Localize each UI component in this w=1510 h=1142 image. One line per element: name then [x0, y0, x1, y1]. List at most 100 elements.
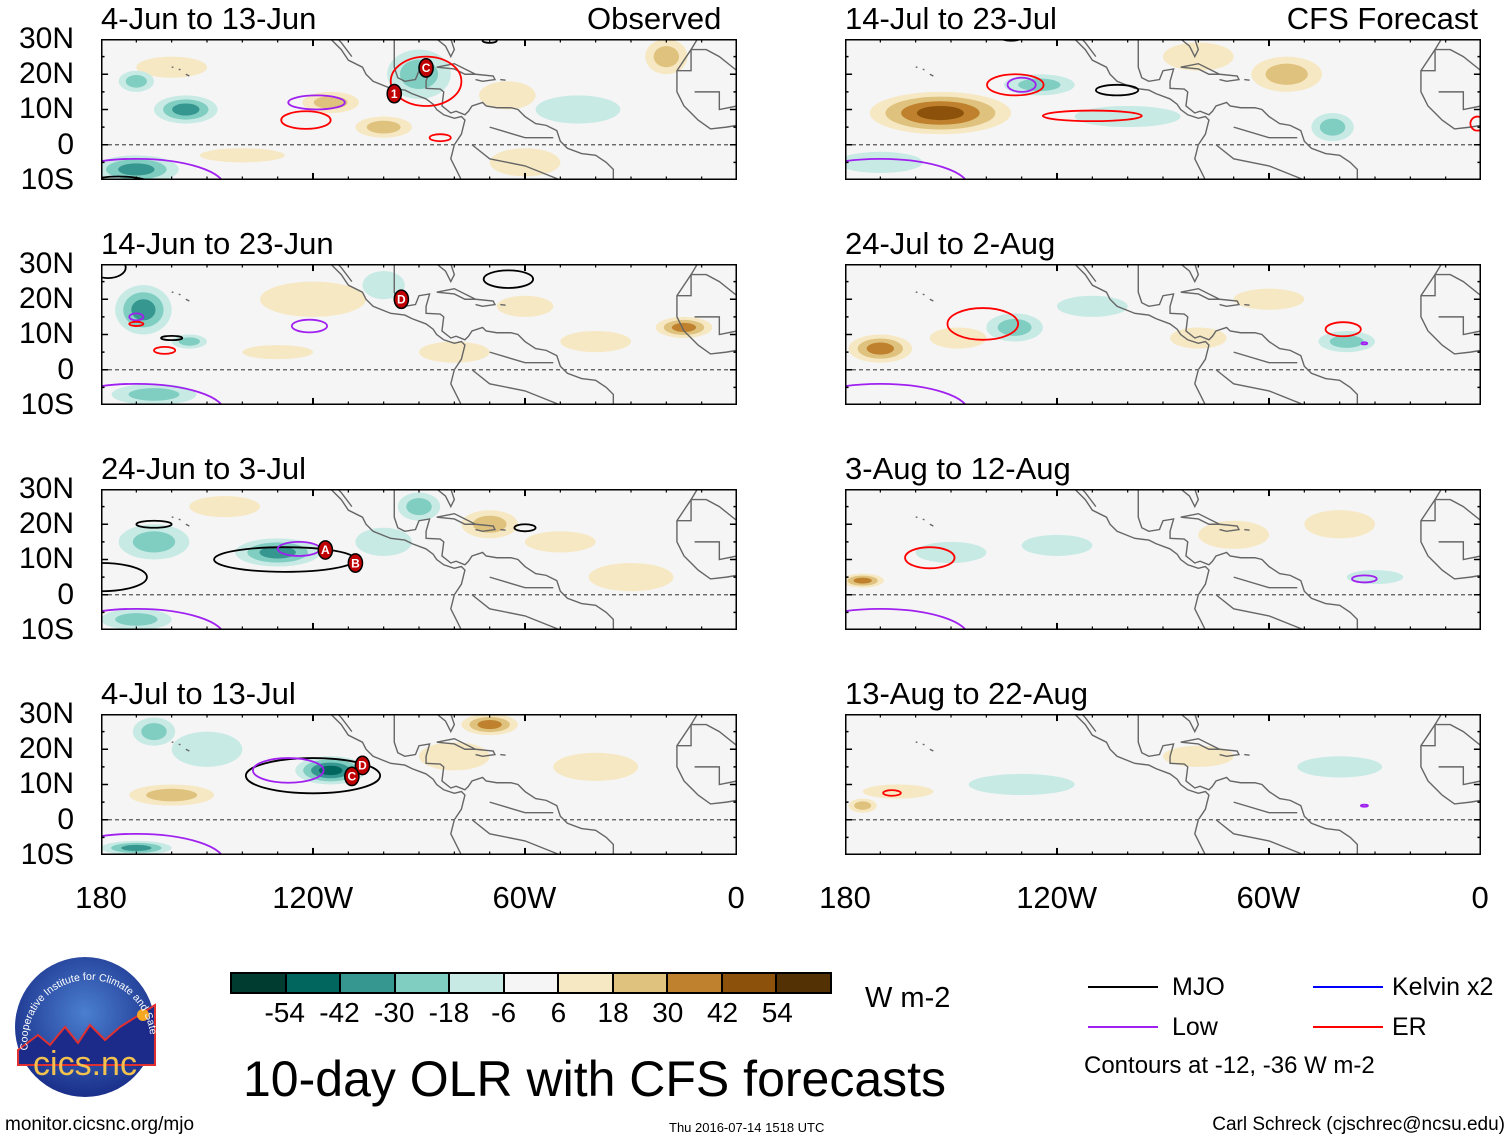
olr-anomaly-blob — [1198, 520, 1269, 549]
coastline — [1439, 767, 1481, 785]
storm-marker[interactable]: C — [419, 59, 433, 77]
latitude-label: 20N — [18, 282, 74, 316]
coastline — [476, 74, 495, 81]
coastline — [677, 489, 737, 579]
coastline — [1421, 275, 1481, 296]
coastline — [930, 524, 934, 526]
colorbar-swatch — [395, 974, 451, 992]
low-contour — [1008, 78, 1036, 92]
coastline — [500, 305, 505, 306]
coastline — [490, 127, 554, 138]
panel-title: 24-Jul to 2-Aug — [845, 226, 1056, 261]
storm-marker[interactable]: A — [318, 541, 332, 559]
olr-anomaly-blob — [929, 327, 987, 349]
low-contour — [292, 320, 327, 333]
coastline — [1220, 749, 1239, 756]
panel-title: 3-Aug to 12-Aug — [845, 451, 1071, 486]
cfs-forecast-label: CFS Forecast — [1286, 1, 1478, 36]
er-contour — [129, 322, 143, 326]
footer-timestamp: Thu 2016-07-14 1518 UTC — [669, 1120, 825, 1135]
longitude-label: 180 — [75, 880, 127, 915]
olr-anomaly-blob — [355, 527, 412, 556]
coastline — [419, 264, 454, 282]
coastline — [930, 749, 934, 751]
coastline — [677, 714, 737, 804]
colorbar-tick-label: 6 — [550, 997, 567, 1028]
coastline — [419, 714, 454, 732]
olr-anomaly-blob — [1163, 745, 1234, 767]
coastline — [324, 264, 465, 405]
coastline — [930, 74, 934, 76]
colorbar-swatch — [722, 974, 778, 992]
mjo-contour — [484, 270, 533, 288]
panel-title: 4-Jun to 13-Jun — [101, 1, 317, 36]
coastline — [1421, 50, 1481, 71]
olr-anomaly-blob — [1297, 756, 1383, 778]
panel-title: 14-Jun to 23-Jun — [101, 226, 334, 261]
mjo-contour — [483, 39, 497, 43]
coastline — [331, 714, 352, 732]
mjo-contour — [514, 524, 535, 531]
coastline — [476, 524, 495, 531]
colorbar-tick-label: -18 — [428, 997, 470, 1028]
coastline — [490, 352, 554, 363]
olr-anomaly-blob — [1329, 335, 1364, 348]
coastline — [1421, 500, 1481, 521]
coastline — [394, 39, 613, 180]
legend-kelvin-line — [1313, 986, 1383, 988]
olr-map — [845, 489, 1481, 630]
olr-anomaly-blob — [1170, 327, 1227, 349]
olr-anomaly-blob — [1265, 63, 1308, 85]
olr-anomaly-blob — [125, 74, 147, 88]
colorbar-tick-label: -30 — [373, 997, 415, 1028]
latitude-label: 10S — [20, 387, 74, 421]
mjo-contour — [1000, 39, 1021, 41]
longitude-label: 60W — [492, 880, 557, 915]
olr-map: 1C — [101, 39, 737, 180]
colorbar-tick-label: 18 — [597, 997, 629, 1028]
olr-anomaly-blob — [1233, 288, 1305, 310]
panel-title: 24-Jun to 3-Jul — [101, 451, 307, 486]
coastline — [500, 80, 505, 81]
storm-marker[interactable]: D — [394, 290, 408, 308]
coastline — [331, 489, 352, 507]
mjo-contour — [246, 758, 380, 793]
coastline — [1220, 74, 1239, 81]
storm-marker[interactable]: B — [348, 554, 362, 572]
storm-marker[interactable]: 1 — [387, 84, 401, 102]
storm-marker[interactable]: D — [355, 756, 369, 774]
latitude-label: 20N — [18, 507, 74, 541]
colorbar-swatch — [613, 974, 669, 992]
map-panel — [845, 39, 1481, 180]
colorbar-units: W m-2 — [865, 982, 951, 1014]
footer-url[interactable]: monitor.cicsnc.org/mjo — [5, 1114, 195, 1135]
olr-anomaly-blob — [132, 531, 176, 553]
olr-anomaly-blob — [419, 341, 490, 363]
latitude-label: 20N — [18, 57, 74, 91]
coastline — [500, 755, 505, 756]
olr-anomaly-blob — [118, 163, 155, 176]
longitude-label: 60W — [1236, 880, 1301, 915]
coastline — [1075, 489, 1096, 507]
coastline — [324, 489, 465, 630]
low-contour — [288, 95, 345, 109]
longitude-label: 0 — [727, 880, 745, 915]
coastline — [1421, 489, 1481, 579]
er-contour — [947, 308, 1018, 340]
er-contour — [1326, 322, 1361, 336]
coastline — [1216, 370, 1304, 405]
coastline — [324, 714, 465, 855]
olr-anomaly-blob — [866, 342, 894, 355]
low-contour — [845, 159, 969, 180]
coastline — [1244, 755, 1249, 756]
olr-anomaly-blob — [1074, 105, 1181, 128]
storm-label: D — [358, 759, 367, 773]
longitude-label: 0 — [1471, 880, 1489, 915]
coastline — [1068, 39, 1209, 180]
mjo-contour — [161, 336, 182, 340]
storm-marker[interactable]: C — [345, 767, 359, 785]
olr-anomaly-blob — [653, 46, 680, 68]
coastline — [472, 595, 560, 630]
legend-mjo-line — [1088, 986, 1158, 988]
